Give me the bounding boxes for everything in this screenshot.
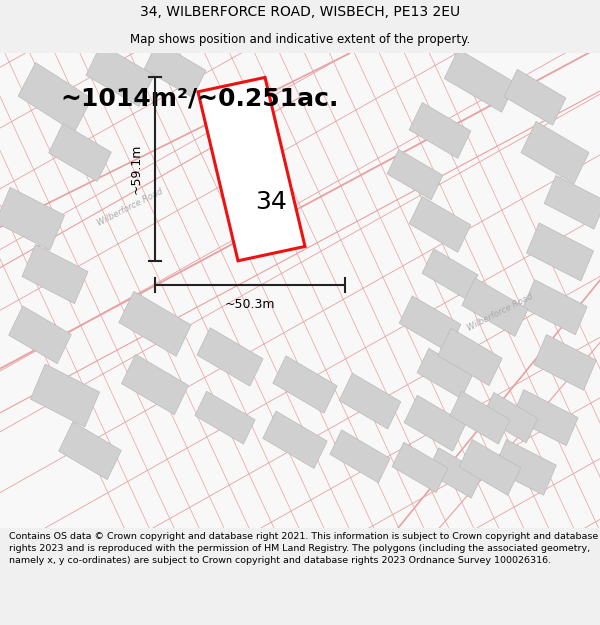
Polygon shape	[399, 296, 461, 352]
Polygon shape	[417, 348, 473, 399]
Polygon shape	[273, 356, 337, 413]
Polygon shape	[444, 49, 516, 112]
Polygon shape	[459, 439, 521, 495]
Text: Wilberforce Road: Wilberforce Road	[466, 292, 535, 333]
Polygon shape	[526, 223, 593, 281]
Polygon shape	[197, 328, 263, 386]
Polygon shape	[504, 69, 566, 125]
Polygon shape	[31, 364, 100, 427]
Polygon shape	[521, 121, 589, 184]
Polygon shape	[534, 334, 596, 390]
Polygon shape	[144, 42, 206, 98]
Text: 34, WILBERFORCE ROAD, WISBECH, PE13 2EU: 34, WILBERFORCE ROAD, WISBECH, PE13 2EU	[140, 4, 460, 19]
Polygon shape	[22, 244, 88, 304]
Polygon shape	[512, 389, 578, 446]
Polygon shape	[450, 391, 510, 444]
Text: Contains OS data © Crown copyright and database right 2021. This information is : Contains OS data © Crown copyright and d…	[9, 532, 598, 564]
Text: 34: 34	[256, 190, 287, 214]
Polygon shape	[404, 395, 466, 451]
Polygon shape	[18, 62, 92, 132]
Text: ~59.1m: ~59.1m	[130, 144, 143, 194]
Polygon shape	[339, 373, 401, 429]
Polygon shape	[482, 392, 538, 443]
Polygon shape	[59, 422, 121, 480]
Polygon shape	[0, 188, 65, 251]
Polygon shape	[422, 249, 478, 299]
Polygon shape	[494, 439, 556, 495]
Polygon shape	[198, 78, 305, 261]
Polygon shape	[387, 149, 443, 200]
Polygon shape	[330, 430, 390, 482]
Polygon shape	[8, 306, 71, 364]
Polygon shape	[121, 354, 188, 415]
Polygon shape	[409, 102, 471, 158]
Polygon shape	[438, 328, 502, 386]
Polygon shape	[49, 124, 112, 181]
Polygon shape	[195, 391, 255, 444]
Polygon shape	[462, 278, 528, 336]
Polygon shape	[263, 411, 327, 469]
Text: Wilberforce Road: Wilberforce Road	[95, 188, 164, 228]
Polygon shape	[86, 44, 154, 106]
Text: Map shows position and indicative extent of the property.: Map shows position and indicative extent…	[130, 33, 470, 46]
Text: ~50.3m: ~50.3m	[225, 298, 275, 311]
Polygon shape	[523, 279, 587, 335]
Polygon shape	[427, 448, 483, 498]
Polygon shape	[119, 291, 191, 356]
Text: ~1014m²/~0.251ac.: ~1014m²/~0.251ac.	[60, 86, 338, 110]
Polygon shape	[409, 196, 471, 252]
Polygon shape	[392, 442, 448, 493]
Polygon shape	[544, 176, 600, 229]
